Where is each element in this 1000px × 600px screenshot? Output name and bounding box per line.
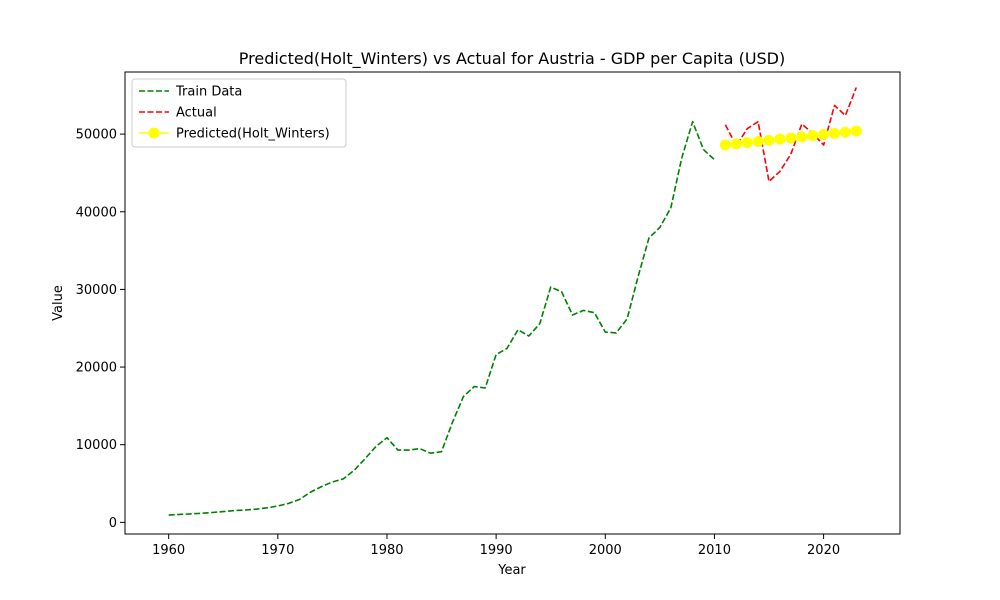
predicted-point [829, 127, 841, 139]
series-line-2 [724, 87, 858, 183]
x-tick-label: 2010 [698, 543, 731, 558]
legend: Train Data Actual Predicted(Holt_Winters) [131, 78, 347, 148]
y-axis: 0 10000 20000 30000 40000 50000 [76, 128, 125, 531]
predicted-point [818, 129, 830, 141]
x-tick-label: 1990 [480, 543, 513, 558]
predicted-point [752, 135, 764, 147]
y-tick-label: 10000 [76, 438, 117, 453]
legend-label-2: Actual [176, 106, 217, 121]
legend-marker [148, 127, 160, 139]
predicted-point [785, 132, 797, 144]
y-tick-label: 30000 [76, 283, 117, 298]
y-axis-label: Value [51, 285, 66, 321]
plot-area [168, 87, 862, 516]
predicted-point [763, 134, 775, 146]
x-tick-label: 1970 [261, 543, 294, 558]
y-tick-label: 50000 [76, 128, 117, 143]
predicted-point [807, 130, 819, 142]
predicted-point [741, 137, 753, 149]
x-tick-label: 1980 [370, 543, 403, 558]
y-tick-label: 40000 [76, 205, 117, 220]
y-tick-label: 20000 [76, 361, 117, 376]
predicted-point [796, 131, 808, 143]
x-tick-label: 1960 [152, 543, 185, 558]
x-tick-label: 2020 [807, 543, 840, 558]
predicted-point [774, 133, 786, 145]
y-tick-label: 0 [109, 516, 117, 531]
legend-box [131, 78, 347, 148]
predicted-point [719, 139, 731, 151]
x-axis-label: Year [497, 563, 526, 578]
legend-label-1: Train Data [175, 85, 242, 100]
legend-label-3: Predicted(Holt_Winters) [176, 127, 330, 142]
predicted-point [839, 126, 851, 138]
x-axis: 1960 1970 1980 1990 2000 2010 2020 [152, 534, 840, 558]
predicted-point [730, 138, 742, 150]
predicted-point [850, 125, 862, 137]
x-tick-label: 2000 [589, 543, 622, 558]
series-line-1 [168, 120, 715, 516]
plot-frame [124, 71, 901, 535]
chart-title: Predicted(Holt_Winters) vs Actual for Au… [239, 49, 786, 69]
